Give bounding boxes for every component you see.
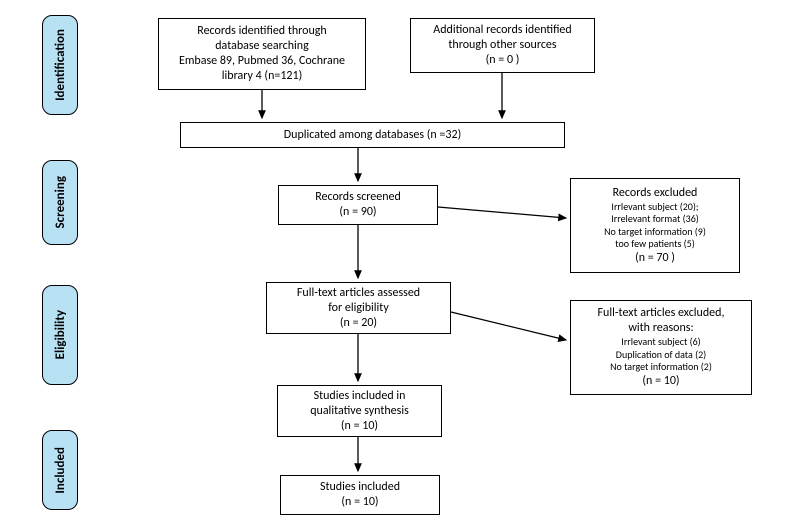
stage-eligibility-text: Eligibility [53, 310, 68, 359]
text: Full-text articles assessed [297, 286, 420, 301]
text: database searching [215, 39, 309, 54]
text: Embase 89, Pubmed 36, Cochrane [179, 54, 345, 69]
text: No target information (2) [610, 361, 712, 374]
text: Records excluded [613, 186, 698, 201]
stage-included-text: Included [53, 447, 68, 494]
text: Full-text articles excluded, [598, 306, 725, 321]
text: (n = 0 ) [486, 53, 520, 68]
text: (n = 10) [341, 495, 378, 510]
text: (n = 70 ) [635, 251, 675, 266]
text: Irrlevant subject (6) [621, 336, 700, 349]
text: Records identified through [197, 24, 326, 39]
text: library 4 (n=121) [222, 69, 302, 84]
text: Studies included in [314, 389, 406, 404]
text: (n = 10) [341, 419, 378, 434]
stage-included: Included [42, 430, 78, 510]
stage-identification-text: Identification [53, 29, 68, 101]
text: through other sources [448, 38, 556, 53]
box-excluded-records: Records excluded Irrlevant subject (20);… [570, 178, 740, 273]
box-fulltext: Full-text articles assessed for eligibil… [266, 282, 451, 334]
text: Additional records identified [433, 23, 571, 38]
box-qualitative: Studies included in qualitative synthesi… [277, 385, 442, 437]
box-other-sources: Additional records identified through ot… [410, 18, 595, 73]
stage-screening-text: Screening [53, 176, 68, 228]
text: Records screened [315, 190, 401, 205]
text: Irrelevant format (36) [611, 213, 699, 226]
text: (n = 10) [642, 374, 679, 389]
box-db-search: Records identified through database sear… [158, 18, 366, 90]
box-included: Studies included (n = 10) [280, 475, 440, 515]
box-excluded-fulltext: Full-text articles excluded, with reason… [570, 300, 752, 395]
stage-identification: Identification [42, 15, 78, 115]
text: Duplicated among databases (n =32) [284, 128, 461, 143]
text: with reasons: [628, 321, 693, 336]
box-duplicates: Duplicated among databases (n =32) [180, 122, 565, 148]
text: (n = 90) [339, 205, 376, 220]
stage-screening: Screening [42, 160, 78, 245]
text: qualitative synthesis [310, 404, 409, 419]
box-screened: Records screened (n = 90) [278, 185, 438, 225]
stage-eligibility: Eligibility [42, 285, 78, 385]
text: (n = 20) [340, 316, 377, 331]
text: for eligibility [328, 301, 389, 316]
text: Studies included [320, 480, 400, 495]
text: too few patients (5) [615, 238, 695, 251]
